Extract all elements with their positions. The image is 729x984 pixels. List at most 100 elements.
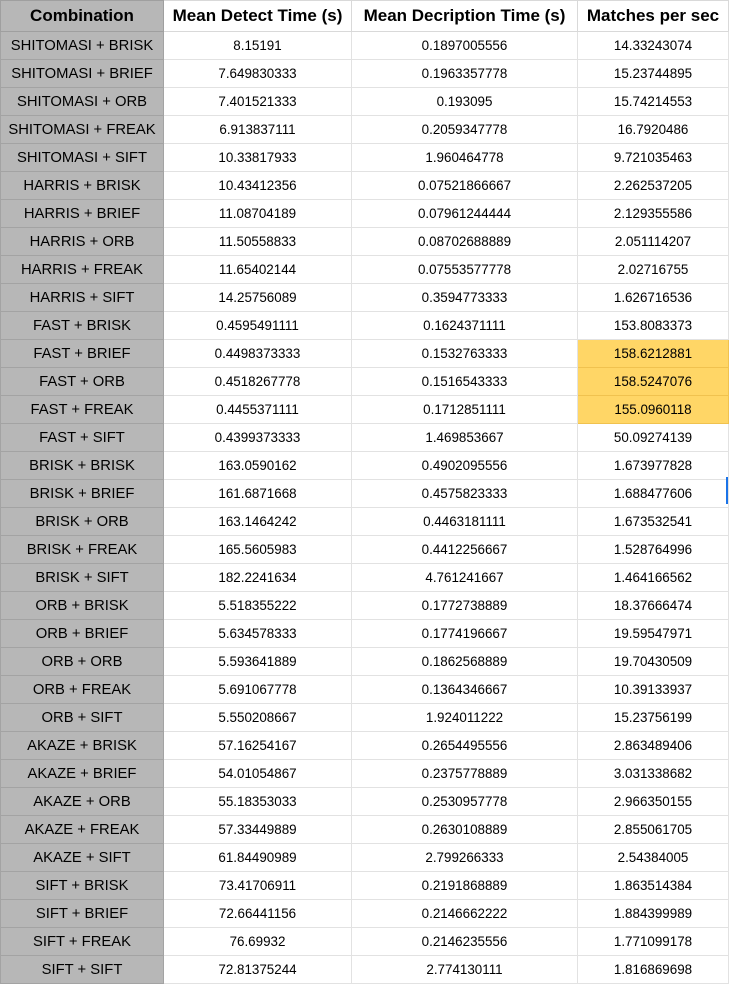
cell-combination[interactable]: SHITOMASI + BRISK	[0, 31, 164, 60]
cell-mean-description-time[interactable]: 1.960464778	[351, 143, 578, 172]
cell-matches-per-sec[interactable]: 2.54384005	[577, 843, 729, 872]
cell-mean-detect-time[interactable]: 7.401521333	[163, 87, 352, 116]
cell-combination[interactable]: BRISK + SIFT	[0, 563, 164, 592]
cell-mean-detect-time[interactable]: 11.65402144	[163, 255, 352, 284]
cell-matches-per-sec[interactable]: 14.33243074	[577, 31, 729, 60]
cell-mean-description-time[interactable]: 0.2059347778	[351, 115, 578, 144]
cell-matches-per-sec[interactable]: 2.262537205	[577, 171, 729, 200]
cell-mean-description-time[interactable]: 1.924011222	[351, 703, 578, 732]
cell-mean-detect-time[interactable]: 165.5605983	[163, 535, 352, 564]
cell-matches-per-sec[interactable]: 158.6212881	[577, 339, 729, 368]
cell-mean-description-time[interactable]: 2.799266333	[351, 843, 578, 872]
cell-mean-detect-time[interactable]: 5.593641889	[163, 647, 352, 676]
cell-combination[interactable]: SIFT + BRIEF	[0, 899, 164, 928]
cell-mean-description-time[interactable]: 4.761241667	[351, 563, 578, 592]
header-mean-detect-time[interactable]: Mean Detect Time (s)	[163, 0, 352, 32]
cell-mean-description-time[interactable]: 0.1712851111	[351, 395, 578, 424]
cell-matches-per-sec[interactable]: 1.626716536	[577, 283, 729, 312]
cell-combination[interactable]: ORB + BRISK	[0, 591, 164, 620]
cell-combination[interactable]: AKAZE + FREAK	[0, 815, 164, 844]
cell-mean-detect-time[interactable]: 5.634578333	[163, 619, 352, 648]
cell-mean-detect-time[interactable]: 0.4595491111	[163, 311, 352, 340]
cell-matches-per-sec[interactable]: 1.816869698	[577, 955, 729, 984]
cell-combination[interactable]: BRISK + BRIEF	[0, 479, 164, 508]
cell-mean-detect-time[interactable]: 5.550208667	[163, 703, 352, 732]
cell-mean-detect-time[interactable]: 8.15191	[163, 31, 352, 60]
cell-mean-detect-time[interactable]: 7.649830333	[163, 59, 352, 88]
cell-mean-description-time[interactable]: 0.08702688889	[351, 227, 578, 256]
cell-mean-detect-time[interactable]: 5.691067778	[163, 675, 352, 704]
cell-mean-description-time[interactable]: 0.4902095556	[351, 451, 578, 480]
cell-matches-per-sec[interactable]: 1.464166562	[577, 563, 729, 592]
cell-combination[interactable]: SHITOMASI + SIFT	[0, 143, 164, 172]
cell-mean-description-time[interactable]: 0.2375778889	[351, 759, 578, 788]
cell-matches-per-sec[interactable]: 1.673532541	[577, 507, 729, 536]
cell-matches-per-sec[interactable]: 153.8083373	[577, 311, 729, 340]
cell-mean-description-time[interactable]: 0.4412256667	[351, 535, 578, 564]
cell-combination[interactable]: ORB + FREAK	[0, 675, 164, 704]
cell-mean-detect-time[interactable]: 72.81375244	[163, 955, 352, 984]
cell-matches-per-sec[interactable]: 15.23744895	[577, 59, 729, 88]
cell-combination[interactable]: HARRIS + BRIEF	[0, 199, 164, 228]
cell-combination[interactable]: HARRIS + SIFT	[0, 283, 164, 312]
cell-combination[interactable]: SIFT + BRISK	[0, 871, 164, 900]
cell-combination[interactable]: FAST + FREAK	[0, 395, 164, 424]
cell-mean-description-time[interactable]: 0.2146235556	[351, 927, 578, 956]
cell-mean-description-time[interactable]: 0.2191868889	[351, 871, 578, 900]
cell-matches-per-sec[interactable]: 1.528764996	[577, 535, 729, 564]
cell-combination[interactable]: AKAZE + BRIEF	[0, 759, 164, 788]
header-mean-description-time[interactable]: Mean Decription Time (s)	[351, 0, 578, 32]
cell-matches-per-sec[interactable]: 50.09274139	[577, 423, 729, 452]
cell-mean-description-time[interactable]: 0.1774196667	[351, 619, 578, 648]
cell-matches-per-sec[interactable]: 2.863489406	[577, 731, 729, 760]
header-combination[interactable]: Combination	[0, 0, 164, 32]
cell-matches-per-sec[interactable]: 1.884399989	[577, 899, 729, 928]
cell-matches-per-sec[interactable]: 2.129355586	[577, 199, 729, 228]
cell-mean-description-time[interactable]: 0.1897005556	[351, 31, 578, 60]
cell-mean-description-time[interactable]: 0.4575823333	[351, 479, 578, 508]
cell-combination[interactable]: SHITOMASI + FREAK	[0, 115, 164, 144]
cell-matches-per-sec[interactable]: 10.39133937	[577, 675, 729, 704]
cell-combination[interactable]: FAST + BRISK	[0, 311, 164, 340]
cell-combination[interactable]: BRISK + FREAK	[0, 535, 164, 564]
cell-mean-description-time[interactable]: 0.1862568889	[351, 647, 578, 676]
cell-matches-per-sec[interactable]: 2.02716755	[577, 255, 729, 284]
cell-matches-per-sec[interactable]: 9.721035463	[577, 143, 729, 172]
cell-mean-description-time[interactable]: 0.4463181111	[351, 507, 578, 536]
cell-matches-per-sec[interactable]: 2.051114207	[577, 227, 729, 256]
cell-mean-description-time[interactable]: 0.2146662222	[351, 899, 578, 928]
cell-mean-detect-time[interactable]: 55.18353033	[163, 787, 352, 816]
cell-mean-detect-time[interactable]: 0.4498373333	[163, 339, 352, 368]
cell-combination[interactable]: ORB + ORB	[0, 647, 164, 676]
cell-mean-detect-time[interactable]: 14.25756089	[163, 283, 352, 312]
cell-combination[interactable]: HARRIS + BRISK	[0, 171, 164, 200]
cell-matches-per-sec[interactable]: 1.688477606	[577, 479, 729, 508]
cell-matches-per-sec[interactable]: 16.7920486	[577, 115, 729, 144]
cell-mean-detect-time[interactable]: 73.41706911	[163, 871, 352, 900]
cell-mean-description-time[interactable]: 0.1364346667	[351, 675, 578, 704]
cell-combination[interactable]: ORB + BRIEF	[0, 619, 164, 648]
cell-matches-per-sec[interactable]: 15.23756199	[577, 703, 729, 732]
cell-combination[interactable]: FAST + SIFT	[0, 423, 164, 452]
cell-matches-per-sec[interactable]: 15.74214553	[577, 87, 729, 116]
cell-mean-description-time[interactable]: 0.1624371111	[351, 311, 578, 340]
cell-mean-description-time[interactable]: 0.1772738889	[351, 591, 578, 620]
cell-mean-description-time[interactable]: 0.07521866667	[351, 171, 578, 200]
cell-mean-detect-time[interactable]: 163.1464242	[163, 507, 352, 536]
cell-matches-per-sec[interactable]: 19.59547971	[577, 619, 729, 648]
cell-mean-description-time[interactable]: 0.2630108889	[351, 815, 578, 844]
cell-mean-detect-time[interactable]: 6.913837111	[163, 115, 352, 144]
cell-combination[interactable]: SIFT + SIFT	[0, 955, 164, 984]
cell-combination[interactable]: HARRIS + ORB	[0, 227, 164, 256]
cell-combination[interactable]: AKAZE + BRISK	[0, 731, 164, 760]
cell-mean-description-time[interactable]: 0.2654495556	[351, 731, 578, 760]
cell-mean-description-time[interactable]: 0.07553577778	[351, 255, 578, 284]
cell-combination[interactable]: AKAZE + SIFT	[0, 843, 164, 872]
cell-mean-detect-time[interactable]: 161.6871668	[163, 479, 352, 508]
cell-mean-description-time[interactable]: 0.193095	[351, 87, 578, 116]
cell-matches-per-sec[interactable]: 155.0960118	[577, 395, 729, 424]
cell-mean-description-time[interactable]: 0.1963357778	[351, 59, 578, 88]
cell-combination[interactable]: SHITOMASI + ORB	[0, 87, 164, 116]
cell-matches-per-sec[interactable]: 19.70430509	[577, 647, 729, 676]
cell-matches-per-sec[interactable]: 2.855061705	[577, 815, 729, 844]
